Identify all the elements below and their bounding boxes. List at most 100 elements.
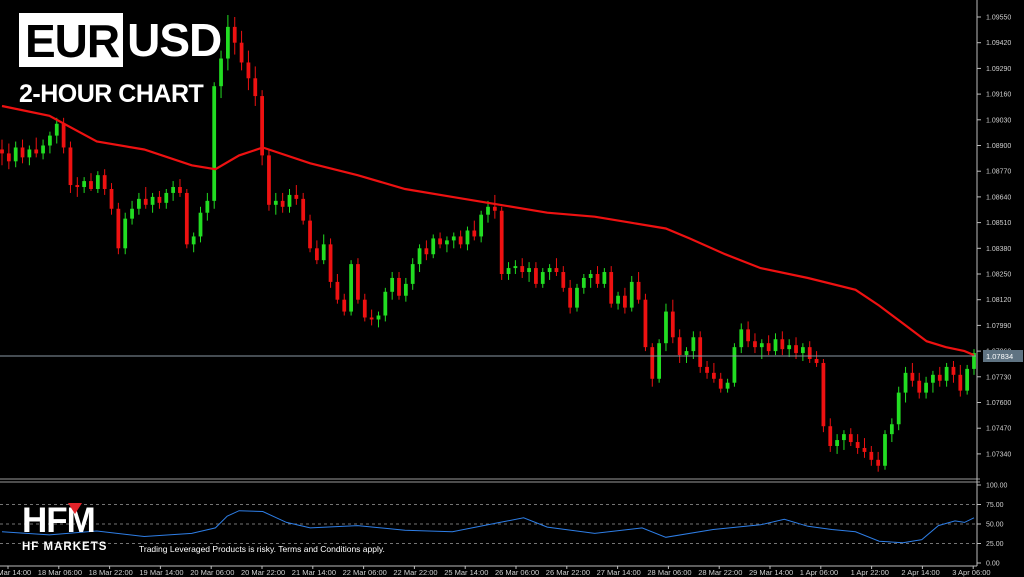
time-tick-label: 26 Mar 06:00 bbox=[495, 568, 539, 577]
candle-bull bbox=[732, 347, 737, 383]
candle-bear bbox=[718, 378, 723, 389]
candle-bear bbox=[643, 299, 648, 348]
candle-bear bbox=[0, 149, 4, 154]
time-tick-label: 22 Mar 06:00 bbox=[343, 568, 387, 577]
candle-bear bbox=[89, 181, 93, 189]
candle-bull bbox=[629, 281, 634, 308]
candle-bear bbox=[698, 337, 703, 367]
candle-bull bbox=[540, 272, 545, 284]
candle-bear bbox=[862, 447, 867, 452]
candle-bear bbox=[520, 266, 525, 273]
oscillator-line bbox=[1, 510, 975, 544]
time-tick-label: 3 Apr 06:00 bbox=[952, 568, 990, 577]
candle-bull bbox=[616, 295, 620, 304]
candle-bear bbox=[828, 426, 833, 446]
candle-bull bbox=[513, 266, 518, 269]
candle-bear bbox=[650, 347, 655, 379]
oscillator-tick-label: 100.00 bbox=[986, 483, 1008, 490]
candle-bear bbox=[595, 274, 600, 284]
candle-bull bbox=[48, 135, 52, 146]
time-axis[interactable]: 15 Mar 14:00 18 Mar 06:00 18 Mar 22:00 19 M… bbox=[0, 566, 991, 577]
candle-bull bbox=[273, 200, 278, 205]
candle-bull bbox=[657, 343, 662, 379]
candle-bear bbox=[102, 175, 107, 189]
candle-bull bbox=[889, 424, 894, 435]
price-tick-label: 1.09160 bbox=[986, 92, 1011, 99]
candle-bear bbox=[848, 434, 853, 443]
candle-bear bbox=[910, 372, 915, 381]
moving-average-line bbox=[1, 104, 975, 357]
oscillator-tick-label: 25.00 bbox=[986, 541, 1004, 548]
time-tick-label: 20 Mar 06:00 bbox=[190, 568, 234, 577]
candle-bull bbox=[150, 196, 155, 205]
candle-bear bbox=[746, 329, 750, 342]
price-tick-label: 1.08380 bbox=[986, 246, 1011, 253]
candle-bull bbox=[164, 192, 169, 203]
price-tick-label: 1.07990 bbox=[986, 323, 1011, 330]
candle-bear bbox=[424, 248, 429, 255]
candle-bull bbox=[896, 392, 901, 425]
candle-bear bbox=[397, 277, 401, 296]
risk-disclaimer[interactable]: Trading Leveraged Products is risky. Ter… bbox=[139, 544, 385, 554]
candle-bear bbox=[917, 380, 922, 393]
candle-bear bbox=[342, 299, 347, 312]
candle-bull bbox=[924, 382, 928, 393]
time-tick-label: 18 Mar 22:00 bbox=[89, 568, 133, 577]
candle-bear bbox=[609, 272, 614, 304]
candle-bear bbox=[712, 372, 716, 379]
candle-bull bbox=[191, 236, 196, 245]
price-tick-label: 1.07470 bbox=[986, 426, 1011, 433]
candle-bull bbox=[725, 382, 730, 389]
candle-bull bbox=[417, 248, 422, 265]
price-tick-label: 1.09290 bbox=[986, 66, 1011, 73]
candle-bear bbox=[301, 198, 306, 221]
candle-bull bbox=[527, 268, 531, 273]
price-tick-label: 1.08900 bbox=[986, 143, 1011, 150]
candle-bull bbox=[137, 198, 141, 209]
price-tick-label: 1.08510 bbox=[986, 220, 1011, 227]
candle-bear bbox=[68, 147, 73, 186]
candle-bull bbox=[739, 329, 744, 348]
current-price-label: 1.07834 bbox=[986, 352, 1013, 361]
candle-bull bbox=[787, 345, 792, 350]
candle-bull bbox=[123, 218, 128, 249]
candle-bull bbox=[226, 26, 230, 59]
candle-bull bbox=[171, 187, 176, 193]
candle-bear bbox=[794, 345, 798, 354]
candle-bear bbox=[184, 192, 189, 245]
candle-bull bbox=[903, 372, 908, 393]
candle-bull bbox=[588, 274, 593, 278]
candle-bear bbox=[534, 268, 538, 284]
oscillator-tick-label: 75.00 bbox=[986, 502, 1004, 509]
time-tick-label: 29 Mar 14:00 bbox=[749, 568, 793, 577]
candle-bear bbox=[20, 147, 25, 158]
candle-bear bbox=[328, 244, 333, 282]
candle-bear bbox=[314, 248, 319, 261]
candle-bear bbox=[267, 155, 271, 205]
candle-bull bbox=[972, 353, 976, 369]
time-tick-label: 15 Mar 14:00 bbox=[0, 568, 31, 577]
candle-bear bbox=[568, 287, 573, 308]
main-plot bbox=[0, 15, 976, 472]
candle-bull bbox=[410, 264, 415, 284]
time-tick-label: 18 Mar 06:00 bbox=[38, 568, 82, 577]
candle-bull bbox=[198, 212, 203, 237]
candle-bear bbox=[438, 238, 442, 245]
candle-bull bbox=[944, 366, 949, 381]
oscillator-tick-label: 0.00 bbox=[986, 561, 1000, 568]
candle-bear bbox=[753, 341, 757, 348]
candle-bear bbox=[766, 343, 771, 352]
candle-bull bbox=[479, 214, 484, 237]
candle-bull bbox=[82, 181, 87, 188]
price-tick-label: 1.07730 bbox=[986, 374, 1011, 381]
time-tick-label: 26 Mar 22:00 bbox=[546, 568, 590, 577]
brand-name: HF MARKETS bbox=[22, 541, 108, 553]
candle-bear bbox=[780, 339, 785, 350]
brand-m-accent-icon bbox=[67, 503, 82, 514]
candle-bull bbox=[506, 268, 511, 274]
candle-bear bbox=[472, 230, 477, 237]
candle-bear bbox=[6, 153, 11, 162]
candle-bear bbox=[294, 194, 299, 199]
candle-bear bbox=[143, 198, 148, 205]
